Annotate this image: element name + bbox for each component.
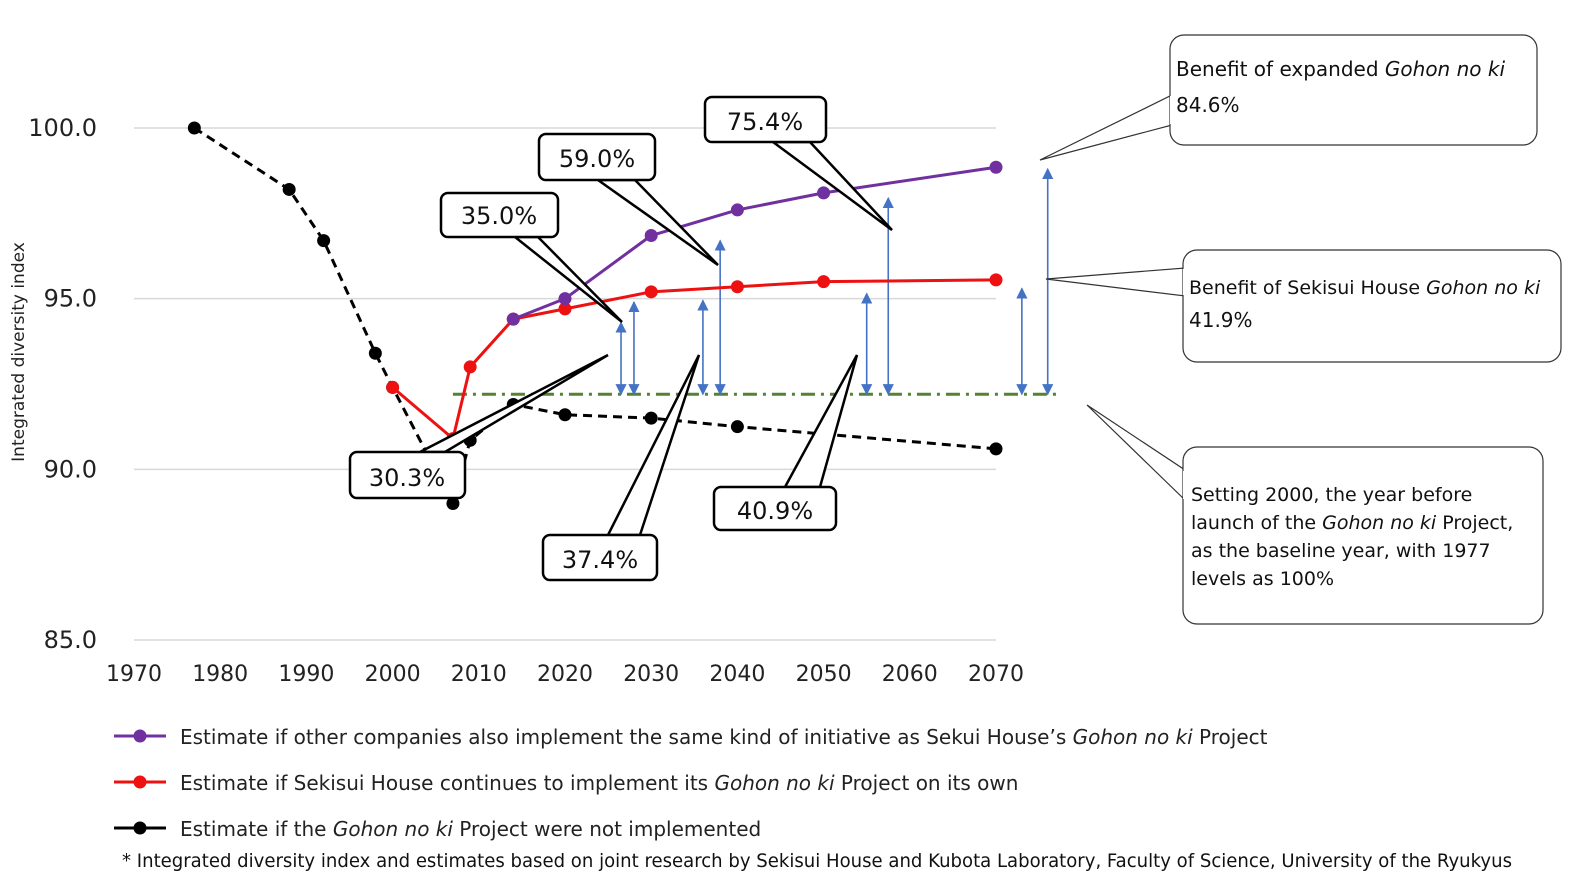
series-line-purple (512, 165, 997, 321)
legend-label-black: Estimate if the Gohon no ki Project were… (180, 817, 761, 841)
data-point-red-8 (989, 273, 1003, 287)
x-tick-label-4: 2010 (451, 662, 507, 687)
percent-callout-40-9: 40.9% (712, 354, 859, 532)
percent-callout-30-3: 30.3% (348, 353, 609, 500)
data-point-red-4 (558, 302, 572, 316)
x-tick-label-7: 2040 (709, 662, 765, 687)
data-point-red-7 (817, 275, 831, 289)
y-axis-label: Integrated diversity index (9, 242, 29, 462)
x-tick-label-9: 2060 (882, 662, 938, 687)
x-tick-label-2: 1990 (278, 662, 334, 687)
callout-sekisui-line1: Benefit of Sekisui House Gohon no ki (1189, 277, 1541, 299)
x-tick-label-8: 2050 (796, 662, 852, 687)
callout-baseline-line3: as the baseline year, with 1977 (1191, 540, 1491, 562)
callout-sekisui-benefit: Benefit of Sekisui House Gohon no ki 41.… (1045, 249, 1562, 363)
percent-label-75-4: 75.4% (727, 108, 803, 136)
percent-callout-35-0: 35.0% (439, 191, 623, 323)
data-point-black-11 (989, 442, 1003, 456)
legend-label-purple: Estimate if other companies also impleme… (180, 725, 1268, 749)
data-point-purple-5 (989, 160, 1003, 174)
x-tick-label-0: 1970 (106, 662, 162, 687)
legend-item-red: Estimate if Sekisui House continues to i… (114, 771, 1018, 795)
legend-swatch-dot-purple (133, 729, 147, 743)
data-point-black-8 (558, 408, 572, 422)
percent-callout-37-4: 37.4% (541, 354, 701, 582)
data-point-black-5 (446, 496, 460, 510)
legend-item-purple: Estimate if other companies also impleme… (114, 725, 1268, 749)
data-point-purple-3 (730, 203, 744, 217)
data-point-purple-1 (558, 292, 572, 306)
data-point-red-0 (386, 380, 400, 394)
x-tick-label-6: 2030 (623, 662, 679, 687)
x-tick-label-5: 2020 (537, 662, 593, 687)
data-point-purple-2 (644, 229, 658, 243)
x-tick-label-3: 2000 (365, 662, 421, 687)
percent-label-40-9: 40.9% (737, 497, 813, 525)
series-line-red (391, 278, 997, 441)
y-tick-label-0: 85.0 (44, 626, 97, 654)
callout-expanded-benefit: Benefit of expanded Gohon no ki 84.6% (1039, 34, 1538, 161)
callout-baseline-line2: launch of the Gohon no ki Project, (1191, 512, 1513, 534)
callout-baseline-line1: Setting 2000, the year before (1191, 484, 1472, 506)
percent-label-59-0: 59.0% (559, 145, 635, 173)
data-point-black-3 (368, 346, 382, 360)
data-point-purple-0 (506, 312, 520, 326)
legend: Estimate if other companies also impleme… (114, 725, 1268, 841)
data-point-red-6 (730, 280, 744, 294)
y-tick-label-3: 100.0 (28, 114, 97, 142)
y-tick-label-1: 90.0 (44, 455, 97, 483)
data-point-black-9 (644, 411, 658, 425)
data-point-red-2 (463, 360, 477, 374)
percent-label-35-0: 35.0% (461, 202, 537, 230)
legend-label-red: Estimate if Sekisui House continues to i… (180, 771, 1018, 795)
percent-label-30-3: 30.3% (369, 464, 445, 492)
y-axis-ticks: 85.0 90.0 95.0 100.0 (28, 114, 97, 654)
callout-sekisui-value: 41.9% (1189, 308, 1253, 332)
percent-label-37-4: 37.4% (562, 546, 638, 574)
percent-callout-59-0: 59.0% (537, 132, 719, 267)
legend-item-black: Estimate if the Gohon no ki Project were… (114, 817, 761, 841)
data-point-black-1 (282, 182, 296, 196)
callout-baseline-note: Setting 2000, the year before launch of … (1086, 404, 1544, 625)
y-tick-label-2: 95.0 (44, 285, 97, 313)
x-tick-label-1: 1980 (192, 662, 248, 687)
data-point-black-10 (730, 420, 744, 434)
data-point-black-2 (317, 234, 331, 248)
percent-callout-75-4: 75.4% (703, 95, 893, 232)
callout-baseline-line4: levels as 100% (1191, 568, 1334, 590)
data-point-black-0 (187, 121, 201, 135)
x-tick-label-10: 2070 (968, 662, 1024, 687)
benefit-arrows (615, 167, 1054, 396)
callout-expanded-line1: Benefit of expanded Gohon no ki (1176, 57, 1505, 81)
data-point-purple-4 (817, 186, 831, 200)
footnote: * Integrated diversity index and estimat… (122, 850, 1512, 872)
legend-swatch-dot-black (133, 821, 147, 835)
x-axis-ticks: 1970 1980 1990 2000 2010 2020 2030 2040 2050 2060… (106, 662, 1024, 687)
data-point-red-5 (644, 285, 658, 299)
callout-expanded-value: 84.6% (1176, 93, 1240, 117)
legend-swatch-dot-red (133, 775, 147, 789)
